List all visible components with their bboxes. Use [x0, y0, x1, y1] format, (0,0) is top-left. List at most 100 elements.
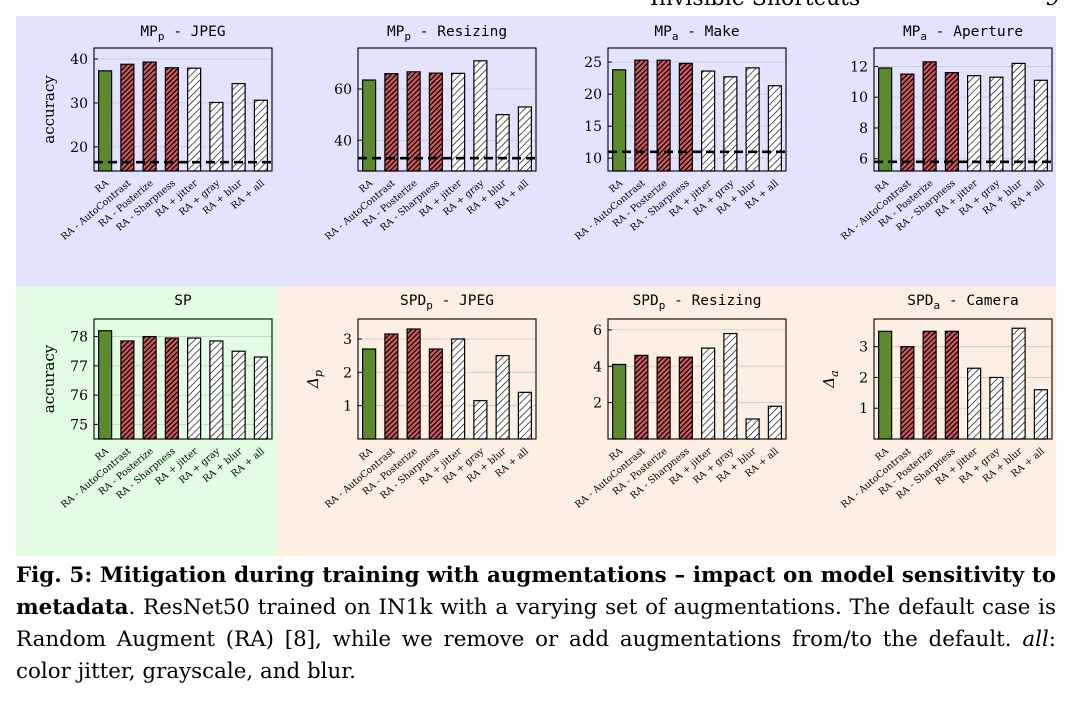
hatch-line — [679, 420, 693, 435]
hatch-line — [125, 162, 134, 171]
hatch-line — [945, 370, 959, 385]
hatch-line — [130, 167, 134, 171]
hatch-line — [634, 385, 648, 400]
hatch-line — [945, 311, 958, 324]
hatch-line — [923, 82, 937, 97]
hatch-line — [384, 395, 398, 410]
hatch-line — [900, 350, 914, 365]
hatch-line — [120, 370, 134, 385]
hatch-line — [121, 326, 134, 339]
hatch-line — [120, 340, 130, 350]
bar-ra-posterize — [923, 61, 937, 171]
hatch-line — [121, 38, 134, 51]
hatch-line — [634, 92, 648, 107]
hatch-line — [657, 112, 671, 127]
hatch-line — [438, 435, 443, 439]
hatch-line — [165, 420, 179, 435]
hatch-line — [143, 107, 157, 122]
hatch-line — [900, 74, 914, 87]
hatch-line — [384, 345, 398, 360]
hatch-line — [923, 350, 937, 365]
hatch-line — [900, 117, 914, 132]
bar-hatch — [701, 348, 715, 439]
hatch-line — [923, 72, 937, 87]
y-tick-label: 15 — [584, 119, 602, 135]
hatch-line — [165, 72, 179, 87]
hatch-line — [165, 415, 179, 430]
hatch-line — [900, 400, 914, 415]
hatch-line — [384, 102, 398, 117]
hatch-line — [120, 152, 134, 167]
hatch-line — [634, 355, 645, 365]
hatch-line — [384, 335, 398, 350]
hatch-line — [634, 147, 648, 162]
hatch-line — [657, 365, 671, 380]
hatch-line — [900, 346, 914, 360]
hatch-line — [923, 365, 937, 380]
hatch-line — [433, 430, 443, 439]
hatch-line — [679, 357, 693, 370]
hatch-line — [429, 350, 443, 365]
hatch-line — [901, 43, 914, 56]
hatch-line — [165, 338, 168, 340]
chart-title: SP — [174, 293, 192, 309]
hatch-line — [683, 430, 693, 440]
hatch-line — [429, 385, 443, 400]
hatch-line — [657, 92, 671, 107]
hatch-line — [661, 430, 671, 440]
hatch-line — [657, 137, 671, 152]
hatch-line — [130, 435, 134, 440]
hatch-line — [407, 340, 421, 355]
hatch-line — [384, 73, 398, 87]
hatch-line — [900, 415, 914, 430]
hatch-line — [143, 340, 157, 355]
hatch-line — [120, 365, 134, 380]
hatch-line — [429, 117, 443, 132]
hatch-line — [679, 117, 693, 132]
hatch-line — [905, 430, 914, 440]
hatch-line — [900, 420, 914, 435]
hatch-line — [165, 82, 179, 97]
hatch-line — [945, 395, 959, 410]
hatch-line — [945, 92, 959, 107]
hatch-line — [429, 420, 443, 435]
hatch-line — [165, 350, 179, 365]
bar-hatch — [723, 76, 737, 171]
hatch-line — [120, 72, 134, 87]
hatch-line — [121, 311, 134, 324]
hatch-line — [634, 127, 648, 142]
bar-hatch — [723, 333, 737, 439]
hatch-line — [679, 43, 692, 56]
hatch-line — [901, 58, 914, 71]
y-axis-label: accuracy — [40, 75, 58, 144]
hatch-line — [384, 340, 398, 355]
hatch-line — [657, 331, 670, 344]
hatch-line — [120, 87, 134, 102]
hatch-line — [657, 400, 671, 415]
hatch-line — [900, 132, 914, 147]
hatch-line — [679, 415, 693, 430]
caption-all-term: all — [1022, 627, 1049, 652]
hatch-line — [945, 53, 958, 66]
y-tick-label: 2 — [859, 370, 868, 386]
hatch-line — [389, 430, 398, 439]
hatch-line — [679, 82, 693, 97]
hatch-line — [657, 127, 671, 142]
bar-ra-sharpness — [945, 331, 959, 439]
hatch-line — [143, 400, 157, 415]
hatch-line — [657, 357, 670, 370]
hatch-line — [657, 326, 670, 339]
plot-frame — [93, 318, 273, 440]
bar-ra — [612, 69, 626, 171]
hatch-line — [165, 137, 179, 152]
hatch-line — [634, 60, 642, 67]
hatch-line — [407, 425, 421, 439]
hatch-line — [120, 92, 134, 107]
bar-hatch — [746, 419, 760, 439]
hatch-line — [384, 420, 398, 435]
bar-hatch — [451, 73, 465, 171]
hatch-line — [945, 410, 959, 425]
hatch-line — [143, 306, 156, 319]
hatch-line — [394, 435, 398, 439]
hatch-line — [429, 365, 443, 380]
